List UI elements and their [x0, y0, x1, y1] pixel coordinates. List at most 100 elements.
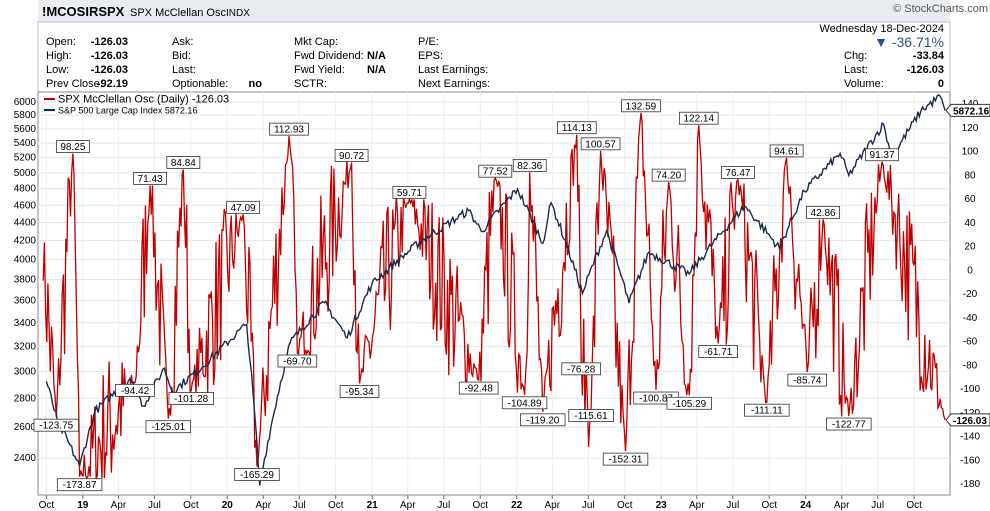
left-tick-label: 3000	[14, 366, 37, 377]
annotation-label: -122.77	[832, 420, 866, 431]
left-tick-label: 2600	[14, 422, 37, 433]
annotation: 122.14	[678, 111, 719, 125]
annotation-box	[580, 137, 621, 151]
info-value: 0	[938, 78, 944, 90]
annotation-box	[651, 168, 686, 182]
annotation-label: -119.20	[526, 415, 560, 426]
annotation: -173.87	[56, 478, 103, 491]
annotation: 76.47	[721, 166, 755, 179]
right-axis: 140120100806040200-20-40-60-80-100-120-1…	[960, 99, 980, 490]
last-value-tags: 5872.16 -126.03	[945, 103, 990, 427]
x-tick-label: 24	[800, 500, 812, 511]
info-label: Chg:	[844, 50, 867, 62]
x-tick-label: Oct	[761, 500, 777, 511]
x-tick-label: 21	[367, 500, 379, 511]
right-tick-label: 100	[962, 147, 979, 158]
x-axis: Oct 19 Apr Jul Oct 20 Apr Jul Oct 21 Apr Jul Oct 22 Ap…	[39, 495, 922, 511]
left-tick-label: 6000	[14, 97, 37, 108]
x-tick-label: Apr	[400, 500, 416, 511]
right-tick-label: 40	[964, 218, 976, 229]
annotation-box	[865, 148, 899, 162]
info-label: Low:	[46, 64, 69, 76]
right-tick-label: 20	[964, 242, 976, 253]
info-label: Last:	[844, 64, 868, 76]
annotation-label: 98.25	[60, 142, 85, 153]
info-label: Ask:	[172, 36, 193, 48]
annotation-box	[234, 468, 280, 481]
annotation: -123.75	[33, 418, 79, 432]
annotation-label: -69.70	[283, 357, 312, 368]
annotation-label: 122.14	[683, 114, 714, 125]
annotation: -119.20	[520, 413, 566, 426]
info-label: Last Earnings:	[418, 64, 488, 76]
right-tick-label: -180	[960, 479, 980, 490]
left-tick-label: 3600	[14, 296, 37, 307]
annotation: 47.09	[226, 200, 261, 214]
header-top-bar	[38, 0, 950, 22]
header: !MCOSIRSPX SPX McClellan Osc INDX © Stoc…	[37, 0, 988, 93]
legend: SPX McClellan Osc (Daily) -126.03S&P 500…	[44, 94, 229, 116]
left-tick-label: 4000	[14, 255, 37, 266]
info-value: -92.19	[97, 78, 128, 90]
osc-series	[42, 112, 946, 481]
annotation-label: -61.71	[704, 347, 733, 358]
annotation-box	[787, 373, 828, 387]
annotation: 91.37	[865, 148, 899, 162]
annotation-label: -104.89	[508, 398, 542, 409]
left-tick-label: 5800	[14, 110, 37, 121]
info-label: Last:	[172, 64, 196, 76]
left-tick-label: 5600	[14, 124, 37, 135]
x-tick-label: Jul	[726, 500, 739, 511]
x-tick-label: Apr	[256, 500, 272, 511]
annotation-box	[145, 420, 191, 434]
annotation: -61.71	[698, 345, 738, 358]
annotation: 84.84	[166, 156, 201, 169]
annotation-box	[621, 99, 661, 113]
x-tick-label: Apr	[834, 500, 850, 511]
info-value: -33.84	[913, 50, 945, 62]
annotation: -85.74	[787, 373, 828, 387]
annotation: -94.42	[115, 383, 155, 397]
header-info-panel	[37, 21, 951, 93]
osc-line	[42, 112, 946, 481]
annotation-box	[806, 205, 840, 219]
legend-label: SPX McClellan Osc (Daily) -126.03	[58, 94, 229, 106]
spx-last-value: 5872.16	[953, 106, 990, 117]
info-label: SCTR:	[294, 78, 327, 90]
annotation-label: 47.09	[231, 203, 256, 214]
annotation: -92.48	[458, 381, 499, 395]
right-tick-label: -60	[963, 337, 978, 348]
annotation-box	[269, 122, 309, 136]
annotation-box	[55, 140, 90, 153]
annotation-label: -125.01	[151, 422, 185, 433]
annotations: -123.75 98.25 -173.87 -94.42 71.43 -125.01 84.…	[33, 99, 899, 491]
annotation-label: -115.61	[574, 411, 608, 422]
annotation-box	[568, 409, 614, 422]
right-tick-label: 60	[964, 194, 976, 205]
annotation: 132.59	[621, 99, 661, 113]
annotation: -122.77	[826, 417, 872, 431]
x-tick-label: Jul	[293, 500, 306, 511]
annotation-box	[339, 385, 380, 398]
annotation-label: -105.29	[672, 399, 706, 410]
left-tick-label: 3800	[14, 275, 37, 286]
annotation: 42.86	[806, 205, 840, 219]
x-tick-label: Oct	[328, 500, 344, 511]
annotation-box	[769, 144, 804, 158]
annotation-box	[392, 185, 427, 199]
x-tick-label: 23	[656, 500, 668, 511]
x-tick-label: Oct	[617, 500, 633, 511]
left-tick-label: 2400	[14, 453, 37, 464]
plot-area: 6000 5800 5600 5400 5200 5000 4800 4600 4400 4200…	[14, 91, 990, 511]
legend-label: S&P 500 Large Cap Index 5872.16	[58, 106, 197, 116]
info-label: Fwd Yield:	[294, 64, 345, 76]
left-tick-label: 4600	[14, 200, 37, 211]
right-tick-label: -100	[960, 384, 980, 395]
annotation-label: 42.86	[811, 208, 836, 219]
info-value: -126.03	[91, 36, 128, 48]
header-date: Wednesday 18-Dec-2024	[819, 23, 944, 35]
annotation-box	[678, 111, 719, 125]
annotation-label: 74.20	[656, 171, 681, 182]
x-tick-label: Jul	[871, 500, 884, 511]
annotation-box	[478, 164, 513, 178]
